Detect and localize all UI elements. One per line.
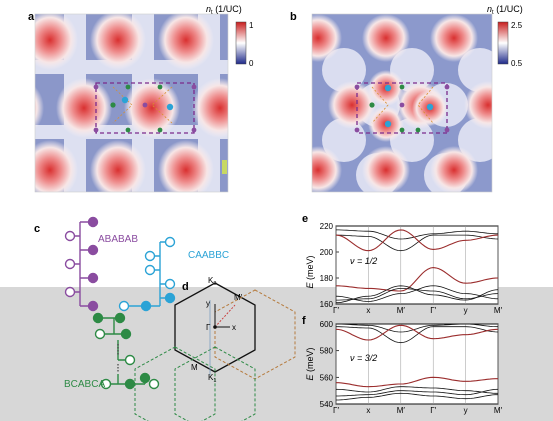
panel-e-filling: ν = 1/2 [350, 256, 377, 266]
panel-f-bands [336, 324, 498, 401]
panel-a-letter: a [28, 11, 35, 23]
panel-d-letter: d [182, 281, 189, 293]
label-ababab: ABABAB [98, 234, 138, 245]
band-line [336, 324, 498, 333]
band-line [336, 324, 498, 341]
y-tick-label: 600 [320, 320, 334, 329]
brillouin-zone [134, 282, 296, 421]
band-line [336, 287, 498, 301]
band-line [336, 386, 498, 394]
band-line [336, 376, 498, 388]
panel-f-axes: 540 560 580 600 Γ′ x M′ Γ′ y M′ [320, 320, 503, 415]
label-bcabca: BCABCA [64, 379, 105, 390]
x-tick-label: Γ′ [430, 306, 436, 315]
panel-a-map [35, 14, 228, 192]
label-mprime: M′ [234, 293, 243, 302]
x-tick-label: Γ′ [333, 306, 339, 315]
band-line [336, 392, 498, 401]
x-tick-label: y [464, 406, 468, 415]
x-tick-label: M′ [397, 306, 406, 315]
gamma-point [213, 325, 217, 329]
label-k0: K0 [208, 276, 216, 287]
label-y: y [206, 299, 210, 308]
panel-a-colorbar-max: 1 [249, 21, 254, 30]
panel-f-ylabel: E (meV) [305, 347, 315, 380]
panel-c-letter: c [34, 223, 40, 235]
stacking-chain-caabbc [118, 236, 176, 312]
band-line [336, 234, 498, 252]
stacking-chain-ababab [64, 216, 99, 312]
y-tick-label: 200 [320, 248, 334, 257]
panel-f-filling: ν = 3/2 [350, 353, 377, 363]
band-line [336, 326, 498, 344]
y-tick-label: 220 [320, 222, 334, 231]
panel-f-letter: f [302, 315, 306, 327]
panel-b-colorbar-max: 2.5 [511, 21, 523, 30]
band-line [336, 229, 498, 240]
y-tick-label: 580 [320, 347, 334, 356]
label-k1: K1 [208, 373, 216, 384]
panel-e-bands [336, 229, 498, 304]
panel-a-colorbar [235, 21, 247, 65]
label-gamma: Γ [206, 323, 211, 332]
band-line [336, 267, 498, 292]
panel-e-ylabel: E (meV) [305, 255, 315, 288]
x-tick-label: Γ′ [333, 406, 339, 415]
band-line [336, 388, 498, 397]
x-tick-label: x [366, 306, 370, 315]
y-tick-label: 560 [320, 373, 334, 382]
x-tick-label: x [366, 406, 370, 415]
x-tick-label: Γ′ [430, 406, 436, 415]
label-m: M [191, 363, 198, 372]
panel-e-letter: e [302, 213, 308, 225]
band-line [336, 285, 498, 304]
panel-a-colorbar-min: 0 [249, 59, 254, 68]
y-tick-label: 540 [320, 400, 334, 409]
y-tick-label: 160 [320, 300, 334, 309]
panel-a-colorbar-label: nt (1/UC) [206, 4, 242, 16]
panel-b-map [312, 14, 492, 192]
label-x: x [232, 323, 236, 332]
stacking-chain-bcabca [92, 312, 160, 390]
label-caabbc: CAABBC [188, 250, 229, 261]
x-tick-label: M′ [397, 406, 406, 415]
panel-b-letter: b [290, 11, 297, 23]
panel-b-colorbar-min: 0.5 [511, 59, 523, 68]
x-tick-label: M′ [494, 306, 503, 315]
x-tick-label: y [464, 306, 468, 315]
panel-b-colorbar [497, 21, 509, 65]
x-tick-label: M′ [494, 406, 503, 415]
y-tick-label: 180 [320, 274, 334, 283]
band-line [336, 229, 498, 252]
panel-b-colorbar-label: nt (1/UC) [487, 4, 523, 16]
